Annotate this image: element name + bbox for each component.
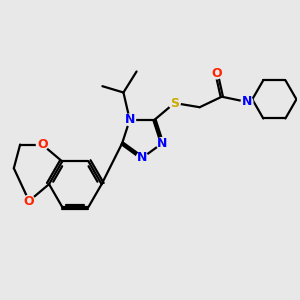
Text: O: O [211, 67, 222, 80]
Circle shape [241, 96, 253, 108]
Circle shape [156, 138, 168, 149]
Text: N: N [137, 152, 147, 164]
Circle shape [211, 67, 222, 79]
Circle shape [23, 195, 35, 207]
Text: N: N [242, 95, 252, 109]
Circle shape [136, 152, 148, 164]
Text: O: O [24, 194, 34, 208]
Text: N: N [124, 113, 135, 126]
Circle shape [124, 114, 136, 126]
Text: N: N [157, 137, 167, 150]
Circle shape [169, 97, 180, 109]
Text: O: O [37, 138, 47, 151]
Circle shape [36, 139, 48, 150]
Text: S: S [170, 97, 179, 110]
